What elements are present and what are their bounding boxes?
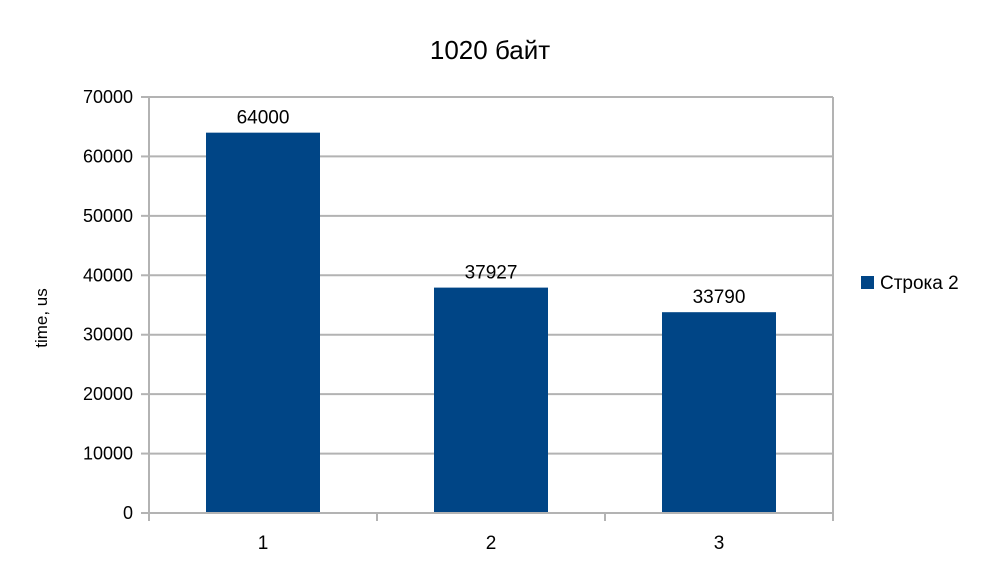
y-axis-label: time, us — [32, 288, 51, 348]
data-label: 64000 — [237, 108, 290, 129]
x-tick-label: 3 — [714, 533, 725, 554]
bar — [662, 312, 776, 513]
data-labels: 64000 37927 33790 — [237, 108, 746, 309]
x-tick-label: 1 — [258, 533, 269, 554]
bar — [206, 132, 320, 513]
chart-title: 1020 байт — [430, 35, 550, 65]
legend-label: Строка 2 — [880, 273, 959, 294]
bar — [434, 287, 548, 513]
x-tick-label: 2 — [486, 533, 497, 554]
axes: 0 10000 20000 30000 40000 50000 60000 70000 1 2 3 — [83, 87, 834, 554]
y-tick-label: 40000 — [83, 265, 133, 285]
y-tick-label: 50000 — [83, 206, 133, 226]
y-tick-label: 0 — [123, 503, 133, 523]
y-tick-label: 20000 — [83, 384, 133, 404]
bars — [206, 132, 776, 513]
y-tick-label: 30000 — [83, 325, 133, 345]
y-tick-label: 10000 — [83, 444, 133, 464]
data-label: 33790 — [693, 287, 746, 308]
y-tick-label: 70000 — [83, 87, 133, 107]
data-label: 37927 — [465, 263, 518, 284]
legend: Строка 2 — [861, 273, 959, 294]
legend-swatch — [861, 276, 874, 289]
y-tick-label: 60000 — [83, 146, 133, 166]
